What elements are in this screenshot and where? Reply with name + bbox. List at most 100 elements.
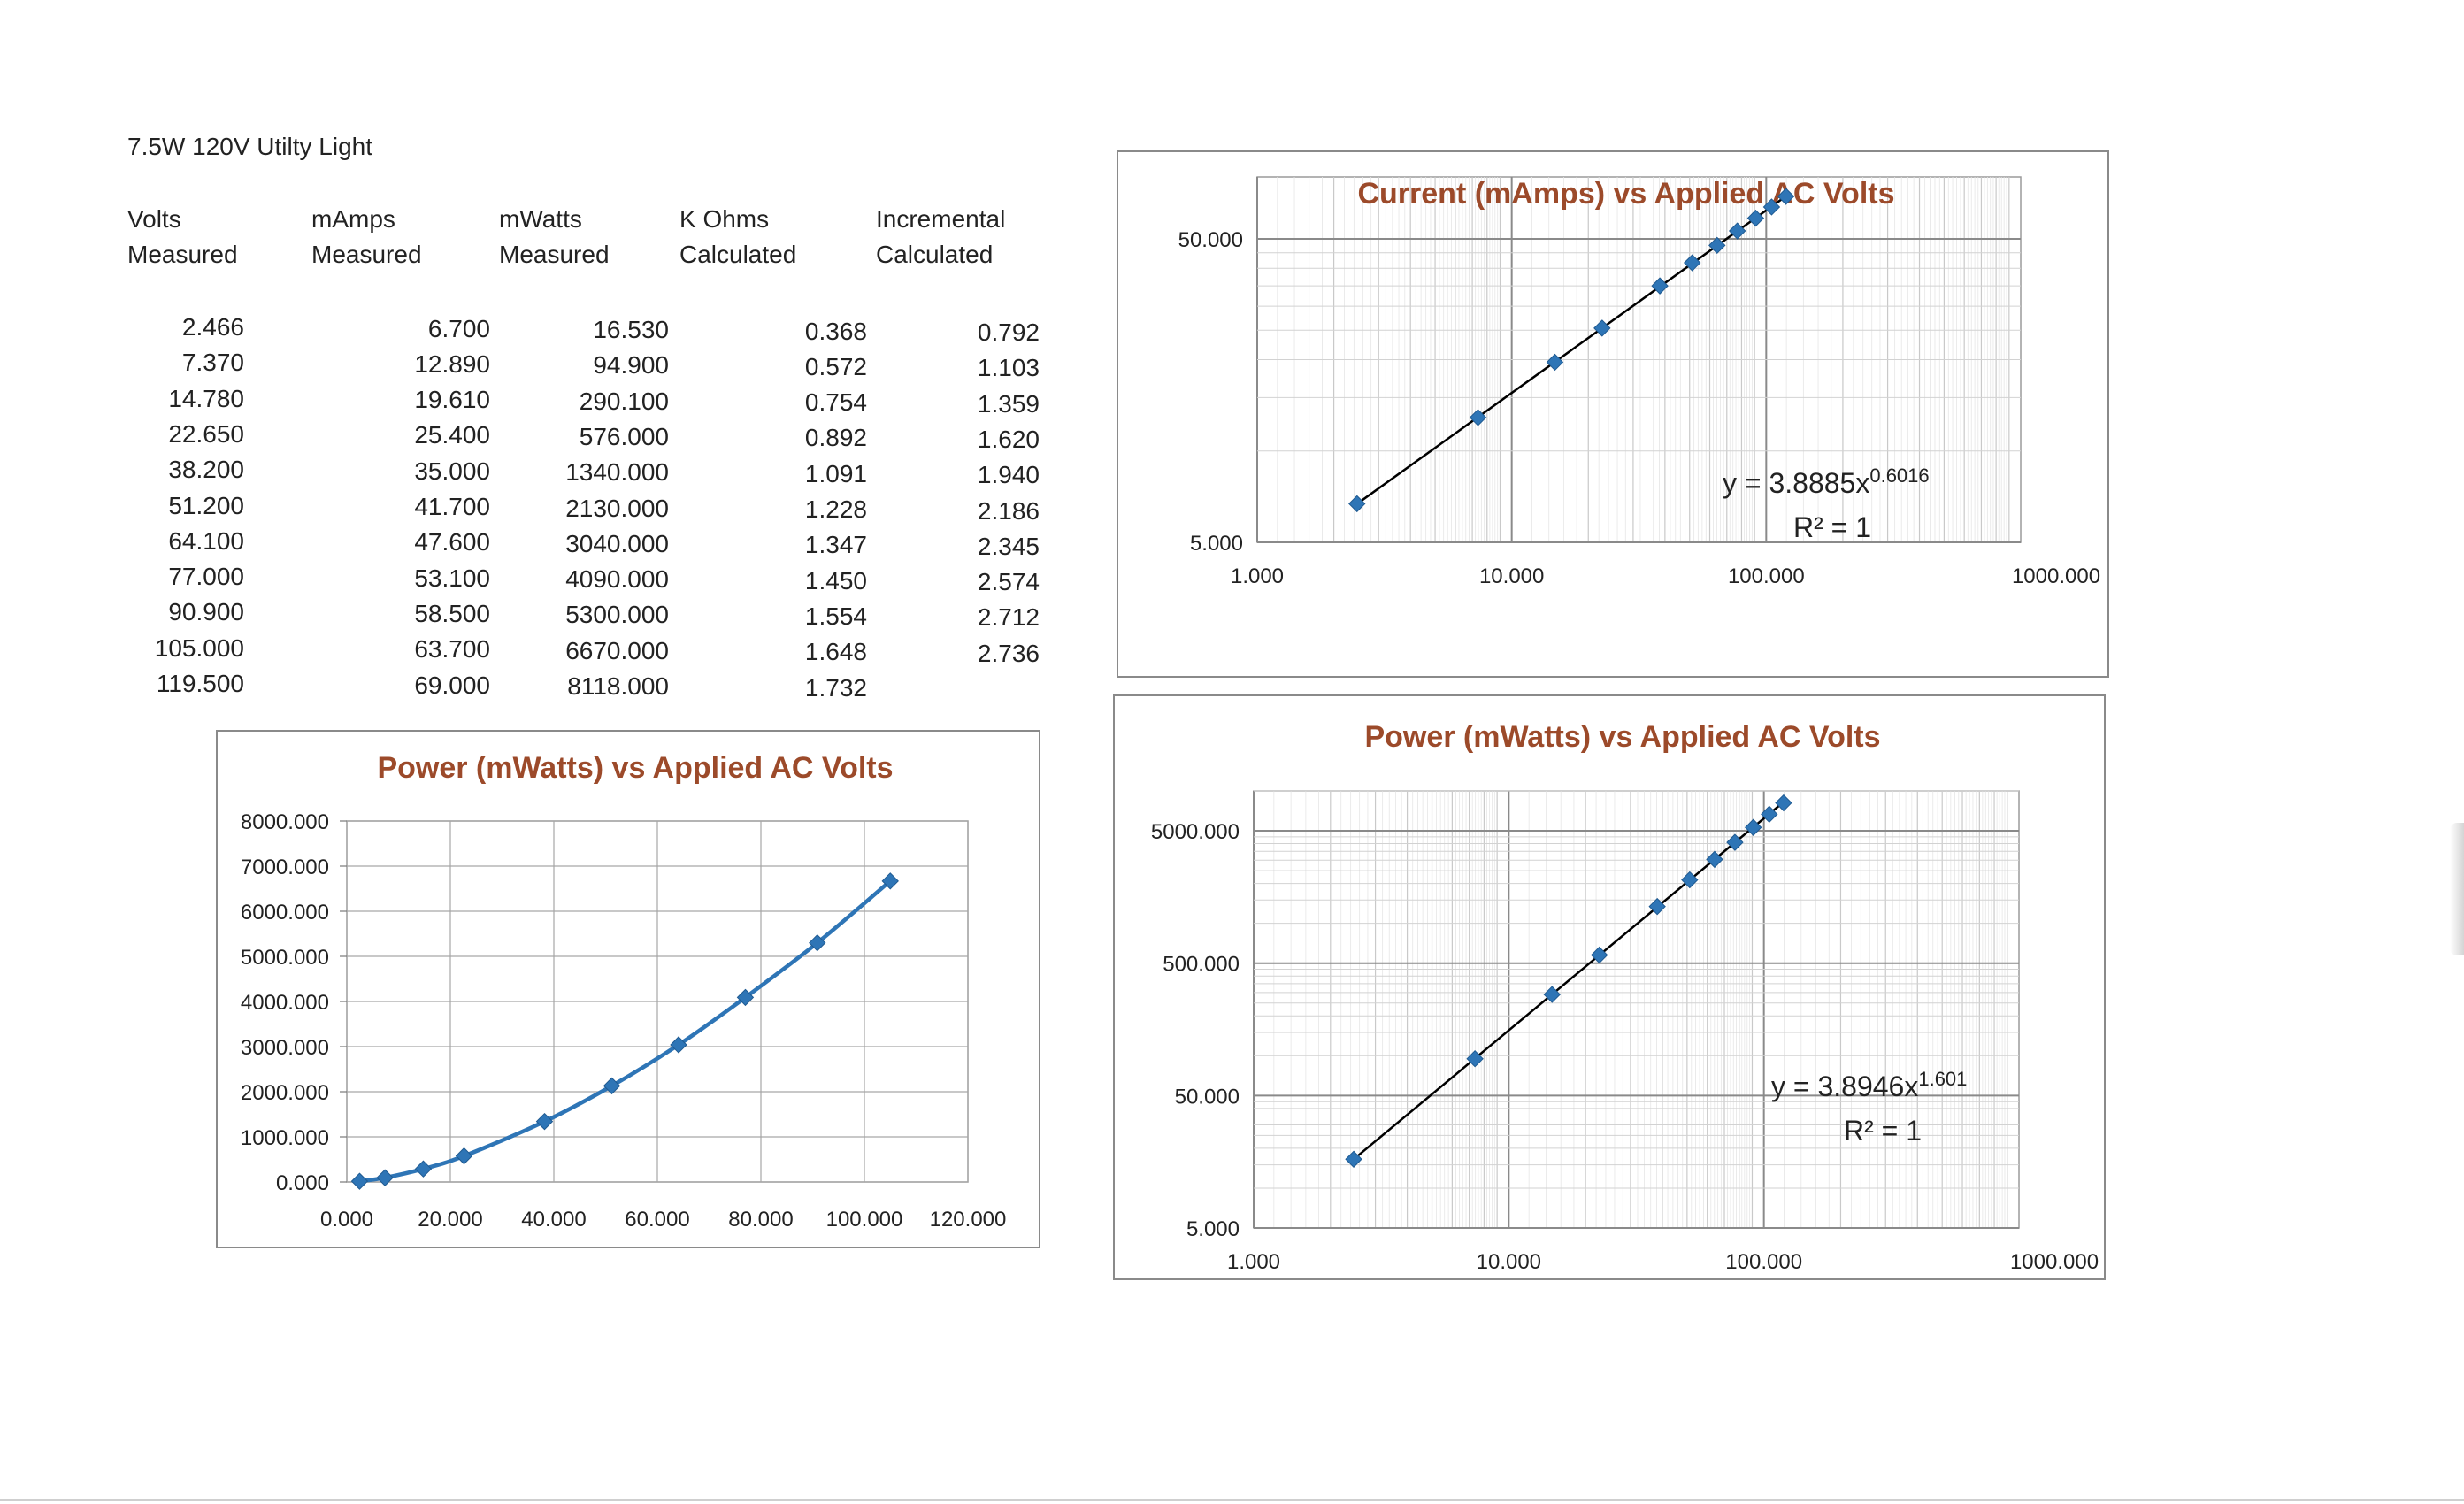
- table-cell: 94.900: [593, 351, 669, 380]
- table-cell: 2.736: [977, 639, 1040, 667]
- y-tick-label: 5000.000: [1151, 820, 1240, 844]
- table-cell: 7.370: [181, 349, 244, 377]
- table-cell: 3040.000: [565, 529, 669, 557]
- x-tick-label: 1000.000: [2012, 564, 2100, 588]
- table-header: mAmps Measured: [311, 205, 422, 268]
- table-cell: 6.700: [427, 314, 490, 342]
- table-cell: 1.091: [804, 459, 867, 487]
- data-point: [1543, 986, 1561, 1003]
- table-cell: 119.500: [156, 670, 244, 697]
- data-point: [1648, 897, 1666, 916]
- y-tick-label: 0.000: [276, 1171, 329, 1195]
- data-point: [670, 1036, 687, 1054]
- table-cell: 0.572: [804, 352, 867, 380]
- x-tick-label: 0.000: [320, 1208, 373, 1232]
- table-cell: 51.200: [168, 491, 244, 519]
- y-tick-label: 5.000: [1186, 1217, 1240, 1241]
- table-header: Volts Measured: [127, 205, 238, 268]
- table-cell: 22.650: [168, 419, 244, 448]
- data-point: [376, 1169, 394, 1186]
- table-cell: 1.554: [804, 602, 867, 630]
- table-cell: 47.600: [414, 528, 490, 556]
- table-cell: 1.103: [977, 354, 1040, 382]
- table-cell: 1.450: [804, 566, 867, 595]
- table-cell: 2.466: [181, 313, 244, 341]
- table-cell: 6670.000: [565, 636, 669, 664]
- table-cell: 0.892: [804, 424, 867, 452]
- data-point: [1345, 1150, 1362, 1168]
- x-tick-label: 20.000: [418, 1208, 482, 1232]
- trendline-equation: y = 3.8885x0.6016: [1723, 464, 1930, 499]
- x-tick-label: 100.000: [1728, 564, 1805, 588]
- table-cell: 53.100: [414, 564, 490, 592]
- table-cell: 2130.000: [565, 494, 669, 522]
- y-tick-label: 5000.000: [241, 946, 329, 970]
- table-cell: 1340.000: [565, 458, 669, 487]
- table-cell: 0.368: [804, 317, 867, 345]
- table-cell: 290.100: [579, 387, 669, 415]
- x-tick-label: 10.000: [1477, 1250, 1541, 1274]
- y-tick-label: 6000.000: [241, 901, 329, 925]
- scan-shadow: [2450, 823, 2464, 955]
- table-cell: 16.530: [593, 316, 669, 343]
- table-cell: 1.940: [977, 461, 1040, 489]
- table-cell: 64.100: [168, 526, 244, 555]
- series-line: [359, 879, 892, 1184]
- table-cell: 19.610: [414, 386, 490, 414]
- table-cell: 2.574: [977, 568, 1040, 596]
- data-point: [1683, 254, 1701, 272]
- data-point: [1762, 198, 1781, 216]
- table-cell: 90.900: [168, 598, 244, 626]
- data-point: [1348, 495, 1366, 513]
- power-linear-chart-panel: 0.000 20.000 40.000 60.000 80.000 100.000 120.…: [216, 730, 1040, 1248]
- current-vs-volts-chart: 1.000 10.000 100.000 1000.000 5.000 50.000 Cur…: [1178, 176, 2100, 588]
- data-point: [1746, 209, 1765, 227]
- x-tick-label: 120.000: [930, 1208, 1007, 1232]
- data-point: [1546, 353, 1564, 372]
- table-cell: 1.732: [804, 673, 867, 702]
- table-cell: 14.780: [168, 384, 244, 412]
- table-cell: 1.359: [977, 389, 1040, 418]
- current-chart-panel: 1.000 10.000 100.000 1000.000 5.000 50.000 Cur…: [1117, 150, 2109, 678]
- y-tick-label: 50.000: [1175, 1085, 1240, 1109]
- data-point: [1466, 1049, 1484, 1068]
- x-tick-label: 1000.000: [2010, 1250, 2099, 1274]
- table-cell: 0.754: [804, 388, 867, 417]
- table-cell: 1.347: [804, 531, 867, 559]
- table-header: K Ohms Calculated: [679, 205, 797, 268]
- table-header: Incremental Calculated: [876, 205, 1006, 268]
- table-cell: 1.620: [977, 425, 1040, 453]
- table-cell: 2.345: [977, 532, 1040, 560]
- data-point: [1745, 818, 1762, 836]
- data-point: [1708, 236, 1726, 255]
- x-tick-label: 1.000: [1231, 564, 1284, 588]
- data-point: [535, 1112, 554, 1131]
- table-cell: 77.000: [168, 563, 244, 591]
- table-cell: 2.712: [977, 603, 1040, 632]
- table-cell: 5300.000: [565, 601, 669, 629]
- x-tick-label: 80.000: [728, 1208, 793, 1232]
- scan-edge-line: [0, 1499, 2464, 1501]
- trendline-r-squared: R² = 1: [1844, 1115, 1922, 1147]
- y-tick-label: 7000.000: [241, 856, 329, 879]
- table-cell: 12.890: [414, 349, 490, 378]
- data-point: [1706, 850, 1723, 869]
- table-cell: 2.186: [977, 496, 1040, 525]
- x-tick-label: 40.000: [521, 1208, 586, 1232]
- chart-title: Power (mWatts) vs Applied AC Volts: [377, 751, 893, 785]
- data-point: [1593, 319, 1611, 337]
- table-cell: 69.000: [414, 671, 490, 699]
- x-tick-label: 1.000: [1227, 1250, 1280, 1274]
- y-tick-label: 5.000: [1190, 532, 1243, 556]
- data-point: [414, 1160, 433, 1178]
- table-cell: 58.500: [414, 599, 490, 627]
- plot-area: [1253, 790, 2020, 1229]
- x-tick-label: 100.000: [1725, 1250, 1802, 1274]
- y-tick-label: 3000.000: [241, 1036, 329, 1060]
- data-point: [1728, 222, 1746, 240]
- data-point: [809, 933, 826, 952]
- data-point: [881, 872, 899, 890]
- table-cell: 1.648: [804, 638, 867, 666]
- y-tick-label: 500.000: [1163, 953, 1240, 977]
- y-tick-label: 1000.000: [241, 1126, 329, 1150]
